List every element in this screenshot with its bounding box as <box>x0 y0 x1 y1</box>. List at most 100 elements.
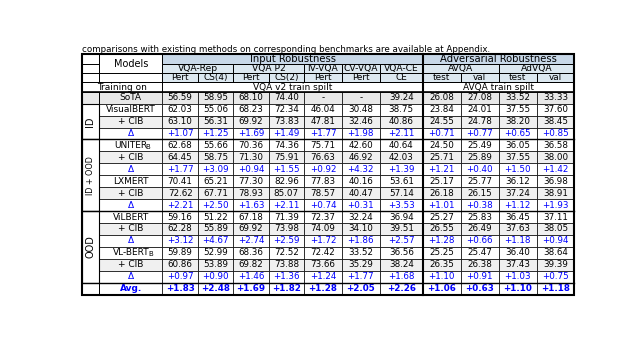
Bar <box>269 223 304 235</box>
Bar <box>304 104 342 116</box>
Text: IV-VQA: IV-VQA <box>308 64 339 73</box>
Bar <box>233 271 269 283</box>
Bar <box>423 152 461 163</box>
Text: +1.21: +1.21 <box>429 165 455 174</box>
Bar <box>304 116 342 127</box>
Text: 37.55: 37.55 <box>505 153 530 162</box>
Text: +0.94: +0.94 <box>237 165 264 174</box>
Text: 33.52: 33.52 <box>348 248 373 257</box>
Bar <box>198 187 233 199</box>
Text: AVQA train spilt: AVQA train spilt <box>463 82 534 91</box>
Text: 42.03: 42.03 <box>389 153 413 162</box>
Text: Δ: Δ <box>128 237 134 246</box>
Bar <box>380 116 423 127</box>
Text: +1.68: +1.68 <box>388 272 415 281</box>
Bar <box>499 283 536 294</box>
Text: +1.36: +1.36 <box>273 272 300 281</box>
Bar <box>342 152 380 163</box>
Text: 47.81: 47.81 <box>310 117 335 126</box>
Bar <box>269 247 304 259</box>
Bar <box>233 73 269 82</box>
Bar <box>269 187 304 199</box>
Bar <box>536 175 575 187</box>
Bar <box>269 271 304 283</box>
Bar <box>269 104 304 116</box>
Bar <box>499 152 536 163</box>
Text: 55.06: 55.06 <box>203 105 228 114</box>
Text: VQA-CE: VQA-CE <box>384 64 419 73</box>
Text: 74.09: 74.09 <box>310 225 335 234</box>
Bar <box>380 271 423 283</box>
Text: VQA v2 train spilt: VQA v2 train spilt <box>253 82 332 91</box>
Text: +3.12: +3.12 <box>167 237 193 246</box>
Bar <box>342 127 380 139</box>
Bar <box>233 211 269 223</box>
Text: 37.60: 37.60 <box>543 105 568 114</box>
Text: +1.42: +1.42 <box>542 165 569 174</box>
Bar <box>99 92 163 104</box>
Bar <box>233 92 269 104</box>
Bar <box>269 116 304 127</box>
Bar <box>536 187 575 199</box>
Bar <box>423 73 461 82</box>
Text: 73.66: 73.66 <box>310 260 335 269</box>
Text: 74.40: 74.40 <box>274 93 299 102</box>
Text: +1.10: +1.10 <box>503 284 532 293</box>
Text: +0.97: +0.97 <box>167 272 193 281</box>
Text: 40.16: 40.16 <box>349 177 373 186</box>
Bar <box>499 104 536 116</box>
Text: CS(4): CS(4) <box>204 73 228 82</box>
Bar <box>423 211 461 223</box>
Bar <box>499 163 536 175</box>
Text: 78.57: 78.57 <box>310 189 335 198</box>
Text: +0.90: +0.90 <box>202 272 229 281</box>
Text: 39.24: 39.24 <box>389 93 413 102</box>
Bar <box>423 247 461 259</box>
Bar <box>81 54 575 294</box>
Text: 55.66: 55.66 <box>203 141 228 150</box>
Bar <box>269 139 304 152</box>
Bar <box>380 64 423 73</box>
Text: VisualBERT: VisualBERT <box>106 105 156 114</box>
Bar <box>423 235 461 247</box>
Text: +1.24: +1.24 <box>310 272 336 281</box>
Text: 35.29: 35.29 <box>348 260 373 269</box>
Text: 25.47: 25.47 <box>467 248 492 257</box>
Bar <box>423 104 461 116</box>
Text: +4.67: +4.67 <box>202 237 228 246</box>
Bar <box>99 175 163 187</box>
Text: 38.75: 38.75 <box>388 105 414 114</box>
Text: 36.05: 36.05 <box>505 141 530 150</box>
Bar <box>499 175 536 187</box>
Bar <box>81 73 99 82</box>
Text: 73.88: 73.88 <box>274 260 299 269</box>
Text: 26.18: 26.18 <box>429 189 454 198</box>
Bar <box>304 199 342 211</box>
Bar <box>423 259 461 271</box>
Text: +0.91: +0.91 <box>467 272 493 281</box>
Text: +0.71: +0.71 <box>428 129 455 138</box>
Text: 68.23: 68.23 <box>239 105 263 114</box>
Bar <box>81 163 99 175</box>
Bar <box>99 235 163 247</box>
Bar <box>461 247 499 259</box>
Bar <box>461 211 499 223</box>
Bar <box>536 211 575 223</box>
Text: +1.25: +1.25 <box>202 129 228 138</box>
Text: 82.96: 82.96 <box>274 177 299 186</box>
Text: 53.61: 53.61 <box>389 177 413 186</box>
Bar <box>342 163 380 175</box>
Bar <box>269 283 304 294</box>
Bar <box>304 223 342 235</box>
Bar <box>423 199 461 211</box>
Text: 73.83: 73.83 <box>274 117 299 126</box>
Bar <box>81 104 99 116</box>
Text: Δ: Δ <box>128 129 134 138</box>
Bar <box>163 187 198 199</box>
Bar <box>99 223 163 235</box>
Bar <box>81 92 99 104</box>
Bar <box>423 54 575 64</box>
Text: +1.77: +1.77 <box>310 129 336 138</box>
Bar <box>304 163 342 175</box>
Bar <box>499 271 536 283</box>
